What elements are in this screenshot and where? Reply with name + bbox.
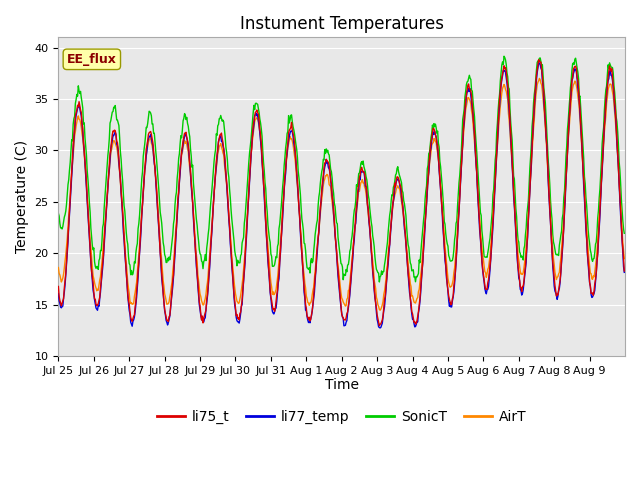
Legend: li75_t, li77_temp, SonicT, AirT: li75_t, li77_temp, SonicT, AirT: [152, 404, 532, 430]
X-axis label: Time: Time: [324, 378, 358, 393]
Text: EE_flux: EE_flux: [67, 53, 116, 66]
Y-axis label: Temperature (C): Temperature (C): [15, 140, 29, 253]
Title: Instument Temperatures: Instument Temperatures: [240, 15, 444, 33]
